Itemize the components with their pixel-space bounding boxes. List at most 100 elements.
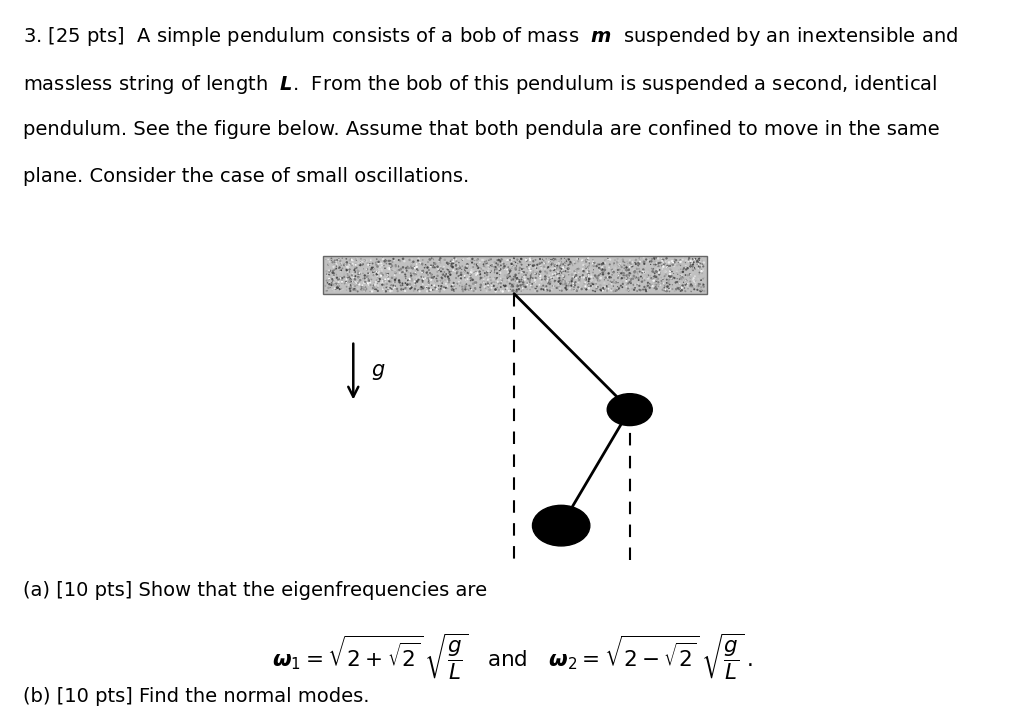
Point [592,263,608,275]
Point [685,265,701,276]
Point [424,279,440,291]
Point [560,260,577,271]
Point [504,260,520,271]
Point [579,254,595,266]
Point [568,277,585,289]
Point [412,257,428,269]
Point [434,277,451,289]
Point [615,256,632,268]
Point [322,278,338,290]
Point [529,268,546,280]
Point [644,265,660,277]
Point [423,254,439,265]
Point [342,274,358,286]
Point [318,268,335,280]
Point [478,257,495,269]
Point [648,276,665,287]
Point [601,278,617,290]
Point [629,279,645,291]
Point [586,256,602,268]
Point [433,265,450,277]
Point [645,271,662,283]
Point [484,259,501,270]
Point [642,270,658,281]
Point [407,278,423,290]
Point [468,266,484,278]
Point [347,259,364,270]
Point [656,282,673,294]
Point [537,283,553,294]
Point [513,276,529,287]
Point [454,281,470,292]
Point [647,281,664,293]
Point [629,285,645,297]
Point [665,259,681,270]
Point [514,272,530,283]
Point [636,281,652,293]
Point [645,275,662,286]
Point [581,278,597,289]
Point [514,267,530,278]
Point [378,281,394,293]
Point [555,258,571,270]
Point [544,284,560,296]
Point [440,262,457,274]
Point [419,273,435,284]
Point [606,274,623,286]
Point [594,262,610,273]
Point [560,263,577,275]
Point [455,254,471,265]
Point [569,278,586,290]
Point [677,269,693,281]
Point [646,271,663,283]
Point [682,260,698,272]
Point [499,276,515,288]
Point [409,263,425,275]
Point [585,271,601,283]
Point [588,259,604,270]
Point [570,267,587,278]
Point [667,272,683,283]
Point [585,257,601,269]
Point [520,254,537,265]
Point [431,271,447,283]
Point [330,278,346,289]
Point [456,273,472,285]
Point [445,281,462,292]
Point [506,270,522,282]
Point [571,258,588,270]
Point [531,270,548,281]
Point [588,271,604,283]
Point [627,267,643,278]
Point [402,279,419,291]
Point [658,254,675,265]
Point [487,286,504,297]
Point [693,263,710,275]
Point [461,280,477,291]
Point [672,273,688,285]
Point [614,281,631,293]
Point [672,254,688,266]
Point [468,261,484,273]
Point [383,260,399,272]
Point [409,275,425,286]
Point [655,281,672,292]
Point [521,266,538,278]
Point [578,281,594,292]
Point [655,259,672,270]
Point [386,254,402,266]
Point [375,269,391,281]
Point [679,281,695,292]
Point [380,269,396,281]
Point [347,262,364,274]
Point [391,276,408,288]
Point [627,271,643,283]
Point [489,254,506,266]
Point [505,274,521,286]
Point [324,253,340,265]
Point [571,274,588,286]
Point [383,262,399,273]
Point [683,255,699,267]
Point [585,278,601,290]
Point [502,266,518,278]
